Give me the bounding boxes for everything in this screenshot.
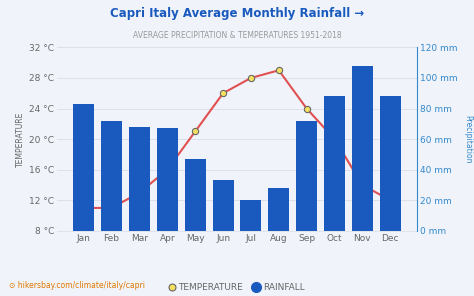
Bar: [240, 200, 261, 231]
Bar: [101, 121, 122, 231]
Bar: [73, 104, 94, 231]
Bar: [268, 188, 289, 231]
Bar: [185, 159, 206, 231]
Y-axis label: Precipitation: Precipitation: [463, 115, 472, 163]
Bar: [380, 96, 401, 231]
Bar: [129, 127, 150, 231]
Text: Capri Italy Average Monthly Rainfall →: Capri Italy Average Monthly Rainfall →: [110, 7, 364, 20]
Bar: [324, 96, 345, 231]
Text: ⊙ hikersbay.com/climate/italy/capri: ⊙ hikersbay.com/climate/italy/capri: [9, 281, 146, 290]
Bar: [296, 121, 317, 231]
Y-axis label: TEMPERATURE: TEMPERATURE: [16, 111, 25, 167]
Legend: TEMPERATURE, RAINFALL: TEMPERATURE, RAINFALL: [166, 280, 308, 296]
Bar: [157, 128, 178, 231]
Text: AVERAGE PRECIPITATION & TEMPERATURES 1951-2018: AVERAGE PRECIPITATION & TEMPERATURES 195…: [133, 31, 341, 40]
Bar: [352, 66, 373, 231]
Bar: [213, 180, 234, 231]
